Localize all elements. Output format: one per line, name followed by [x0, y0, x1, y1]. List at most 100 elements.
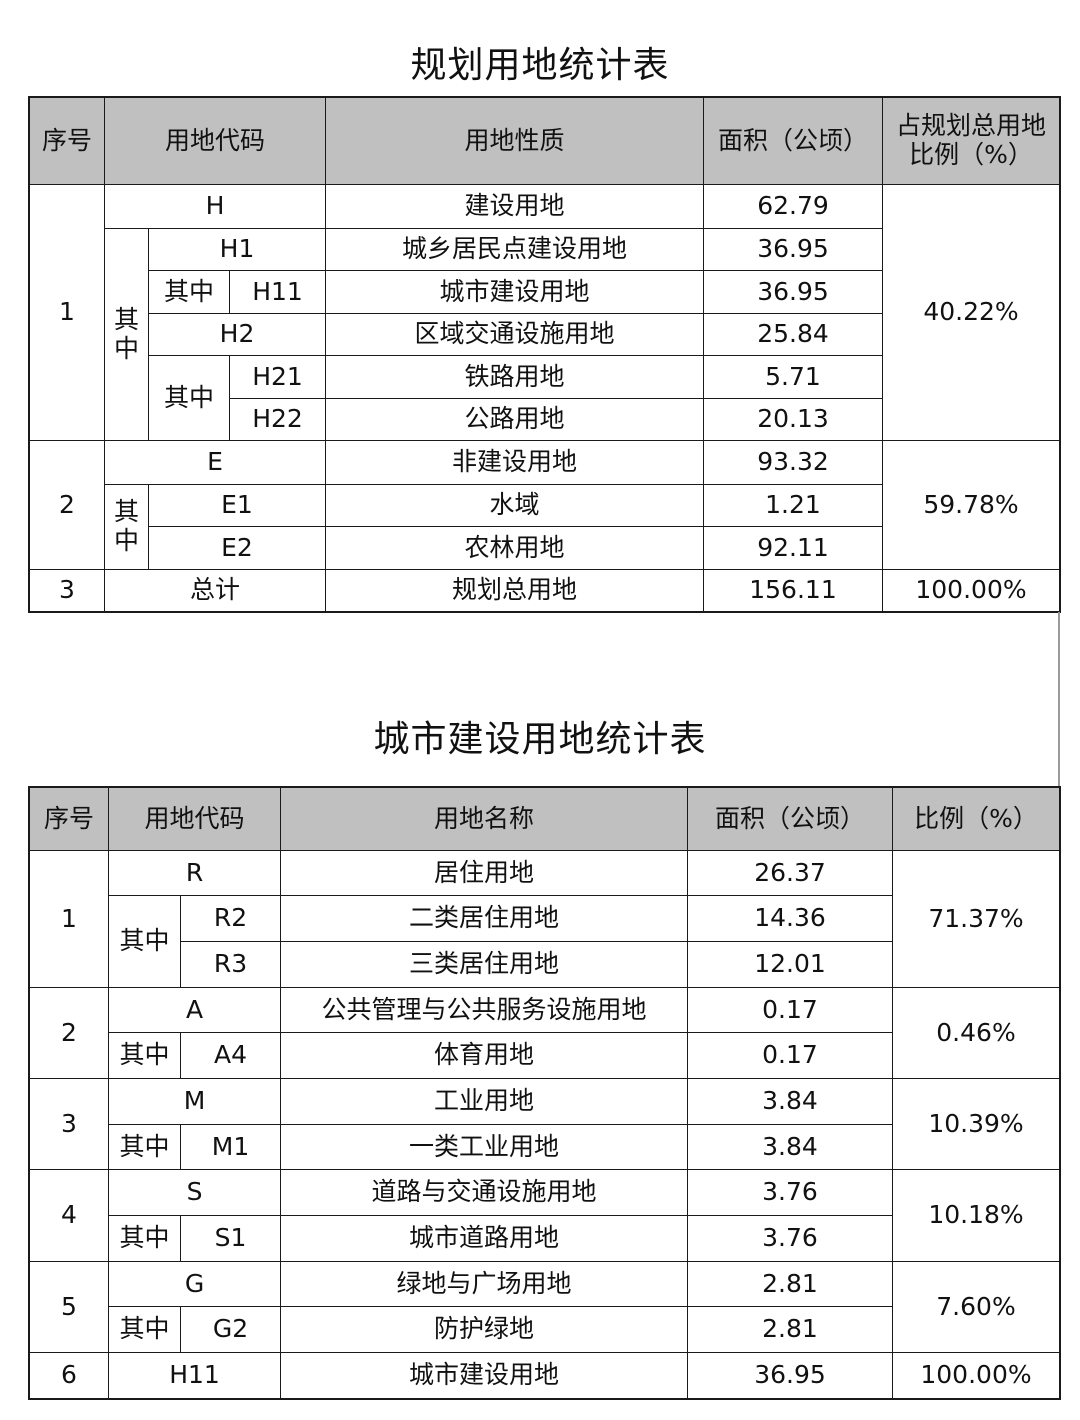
- name-cell: 建设用地: [325, 184, 704, 229]
- group3-seq: 3: [29, 569, 105, 612]
- code-A4: A4: [180, 1032, 281, 1079]
- sub-label: 其中: [108, 1306, 181, 1353]
- area-cell: 36.95: [687, 1352, 893, 1399]
- name-cell: 规划总用地: [325, 569, 704, 612]
- header-ratio: 占规划总用地 比例（%）: [882, 97, 1060, 185]
- code-R3: R3: [180, 941, 281, 988]
- area-cell: 0.17: [687, 1032, 893, 1079]
- sub-label: 其中: [108, 1215, 181, 1262]
- code-H: H: [104, 184, 326, 229]
- name-cell: 防护绿地: [280, 1306, 688, 1353]
- name-cell: 公共管理与公共服务设施用地: [280, 987, 688, 1033]
- name-cell: 农林用地: [325, 526, 704, 570]
- name-cell: 城市建设用地: [325, 270, 704, 314]
- ratio-cell: 59.78%: [882, 440, 1060, 570]
- code-E: E: [104, 440, 326, 485]
- name-cell: 城市道路用地: [280, 1215, 688, 1262]
- code-G2: G2: [180, 1306, 281, 1353]
- name-cell: 居住用地: [280, 850, 688, 896]
- area-cell: 0.17: [687, 987, 893, 1033]
- ratio-cell: 71.37%: [892, 850, 1060, 988]
- header-ratio-line1: 占规划总用地: [895, 111, 1046, 141]
- code-G: G: [108, 1261, 281, 1307]
- group2-seq: 2: [29, 440, 105, 570]
- code-S1: S1: [180, 1215, 281, 1262]
- name-cell: 区域交通设施用地: [325, 313, 704, 356]
- code-H11: H11: [229, 270, 326, 314]
- code-H11: H11: [108, 1352, 281, 1399]
- header-code: 用地代码: [108, 787, 281, 851]
- name-cell: 非建设用地: [325, 440, 704, 485]
- header-ratio: 比例（%）: [892, 787, 1060, 851]
- code-M1: M1: [180, 1124, 281, 1170]
- header-name: 用地名称: [280, 787, 688, 851]
- code-M: M: [108, 1078, 281, 1125]
- name-cell: 水域: [325, 484, 704, 527]
- name-cell: 工业用地: [280, 1078, 688, 1125]
- area-cell: 12.01: [687, 941, 893, 988]
- code-H2: H2: [148, 313, 326, 356]
- area-cell: 62.79: [703, 184, 883, 229]
- ratio-cell: 100.00%: [882, 569, 1060, 612]
- area-cell: 3.76: [687, 1169, 893, 1216]
- name-cell: 铁路用地: [325, 355, 704, 399]
- name-cell: 三类居住用地: [280, 941, 688, 988]
- group6-seq: 6: [29, 1352, 109, 1399]
- area-cell: 93.32: [703, 440, 883, 485]
- sub-label: 其中: [148, 270, 230, 314]
- ratio-cell: 40.22%: [882, 184, 1060, 441]
- sub-label: 其中: [108, 1124, 181, 1170]
- area-cell: 2.81: [687, 1306, 893, 1353]
- sub-label: 其中: [148, 355, 230, 441]
- header-area: 面积（公顷）: [703, 97, 883, 185]
- table2-title: 城市建设用地统计表: [373, 719, 707, 760]
- area-cell: 5.71: [703, 355, 883, 399]
- group2-seq: 2: [29, 987, 109, 1079]
- ratio-cell: 7.60%: [892, 1261, 1060, 1353]
- ratio-cell: 100.00%: [892, 1352, 1060, 1399]
- group4-seq: 4: [29, 1169, 109, 1262]
- sub-label: 其中: [108, 895, 181, 988]
- code-H22: H22: [229, 398, 326, 441]
- header-seq: 序号: [29, 97, 105, 185]
- ratio-cell: 10.39%: [892, 1078, 1060, 1170]
- sub-label-vertical: 其 中: [104, 228, 149, 441]
- total-label: 总计: [104, 569, 326, 612]
- header-seq: 序号: [29, 787, 109, 851]
- code-A: A: [108, 987, 281, 1033]
- code-H1: H1: [148, 228, 326, 271]
- name-cell: 二类居住用地: [280, 895, 688, 942]
- code-H21: H21: [229, 355, 326, 399]
- name-cell: 绿地与广场用地: [280, 1261, 688, 1307]
- group5-seq: 5: [29, 1261, 109, 1353]
- area-cell: 3.76: [687, 1215, 893, 1262]
- code-R2: R2: [180, 895, 281, 942]
- area-cell: 14.36: [687, 895, 893, 942]
- area-cell: 36.95: [703, 270, 883, 314]
- name-cell: 一类工业用地: [280, 1124, 688, 1170]
- name-cell: 城乡居民点建设用地: [325, 228, 704, 271]
- name-cell: 城市建设用地: [280, 1352, 688, 1399]
- header-nature: 用地性质: [325, 97, 704, 185]
- area-cell: 156.11: [703, 569, 883, 612]
- area-cell: 20.13: [703, 398, 883, 441]
- header-code: 用地代码: [104, 97, 326, 185]
- table1-title: 规划用地统计表: [410, 45, 670, 86]
- ratio-cell: 10.18%: [892, 1169, 1060, 1262]
- code-E2: E2: [148, 526, 326, 570]
- code-E1: E1: [148, 484, 326, 527]
- sub-label-vertical: 其 中: [104, 484, 149, 570]
- area-cell: 3.84: [687, 1124, 893, 1170]
- header-ratio-line2: 比例（%）: [909, 140, 1033, 169]
- area-cell: 36.95: [703, 228, 883, 271]
- area-cell: 92.11: [703, 526, 883, 570]
- sub-label: 其中: [108, 1032, 181, 1079]
- ratio-cell: 0.46%: [892, 987, 1060, 1079]
- header-area: 面积（公顷）: [687, 787, 893, 851]
- area-cell: 26.37: [687, 850, 893, 896]
- name-cell: 体育用地: [280, 1032, 688, 1079]
- group1-seq: 1: [29, 850, 109, 988]
- area-cell: 1.21: [703, 484, 883, 527]
- code-R: R: [108, 850, 281, 896]
- group3-seq: 3: [29, 1078, 109, 1170]
